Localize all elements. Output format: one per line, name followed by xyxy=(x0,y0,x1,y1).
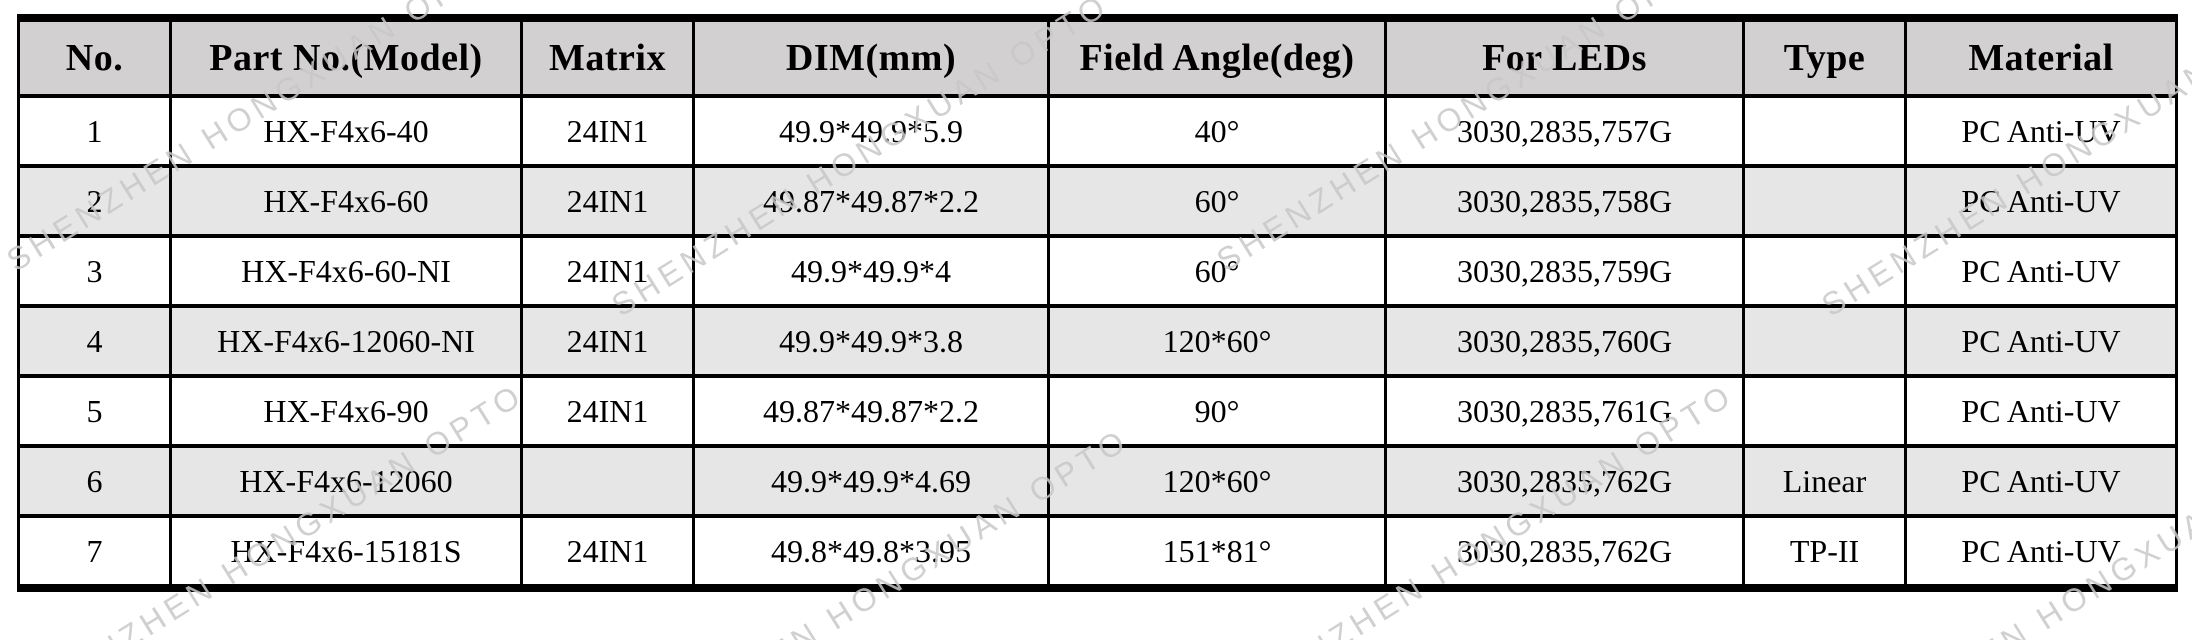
cell-field-angle: 90° xyxy=(1047,374,1387,448)
cell-for-leds: 3030,2835,757G xyxy=(1384,94,1745,168)
table-row: 1 HX-F4x6-40 24IN1 49.9*49.9*5.9 40° 303… xyxy=(17,94,2178,168)
cell-type xyxy=(1742,94,1907,168)
header-cell-part-no: Part No.(Model) xyxy=(169,16,523,98)
cell-part-no: HX-F4x6-90 xyxy=(169,374,523,448)
cell-type xyxy=(1742,164,1907,238)
cell-dim: 49.9*49.9*5.9 xyxy=(692,94,1050,168)
header-cell-field-angle: Field Angle(deg) xyxy=(1047,16,1387,98)
header-cell-no: No. xyxy=(17,16,172,98)
cell-material: PC Anti-UV xyxy=(1904,94,2178,168)
cell-no: 4 xyxy=(17,304,172,378)
cell-for-leds: 3030,2835,759G xyxy=(1384,234,1745,308)
cell-matrix: 24IN1 xyxy=(520,164,695,238)
header-cell-type: Type xyxy=(1742,16,1907,98)
table-row: 2 HX-F4x6-60 24IN1 49.87*49.87*2.2 60° 3… xyxy=(17,164,2178,238)
cell-for-leds: 3030,2835,761G xyxy=(1384,374,1745,448)
cell-no: 3 xyxy=(17,234,172,308)
table-row: 3 HX-F4x6-60-NI 24IN1 49.9*49.9*4 60° 30… xyxy=(17,234,2178,308)
cell-dim: 49.9*49.9*4.69 xyxy=(692,444,1050,518)
cell-type: Linear xyxy=(1742,444,1907,518)
cell-field-angle: 40° xyxy=(1047,94,1387,168)
cell-dim: 49.9*49.9*3.8 xyxy=(692,304,1050,378)
cell-field-angle: 60° xyxy=(1047,234,1387,308)
cell-dim: 49.9*49.9*4 xyxy=(692,234,1050,308)
cell-material: PC Anti-UV xyxy=(1904,304,2178,378)
cell-no: 2 xyxy=(17,164,172,238)
cell-part-no: HX-F4x6-12060-NI xyxy=(169,304,523,378)
cell-type: TP-II xyxy=(1742,514,1907,590)
cell-matrix: 24IN1 xyxy=(520,374,695,448)
cell-no: 1 xyxy=(17,94,172,168)
cell-material: PC Anti-UV xyxy=(1904,444,2178,518)
cell-material: PC Anti-UV xyxy=(1904,164,2178,238)
cell-matrix: 24IN1 xyxy=(520,234,695,308)
cell-field-angle: 151*81° xyxy=(1047,514,1387,590)
cell-dim: 49.87*49.87*2.2 xyxy=(692,164,1050,238)
table-row: 6 HX-F4x6-12060 49.9*49.9*4.69 120*60° 3… xyxy=(17,444,2178,518)
header-cell-material: Material xyxy=(1904,16,2178,98)
cell-part-no: HX-F4x6-40 xyxy=(169,94,523,168)
cell-material: PC Anti-UV xyxy=(1904,374,2178,448)
cell-type xyxy=(1742,234,1907,308)
table-header-row: No. Part No.(Model) Matrix DIM(mm) Field… xyxy=(17,16,2178,98)
cell-matrix: 24IN1 xyxy=(520,304,695,378)
cell-material: PC Anti-UV xyxy=(1904,234,2178,308)
table-row: 4 HX-F4x6-12060-NI 24IN1 49.9*49.9*3.8 1… xyxy=(17,304,2178,378)
cell-field-angle: 120*60° xyxy=(1047,304,1387,378)
spec-table: No. Part No.(Model) Matrix DIM(mm) Field… xyxy=(17,14,2178,592)
cell-no: 5 xyxy=(17,374,172,448)
table-row: 7 HX-F4x6-15181S 24IN1 49.8*49.8*3.95 15… xyxy=(17,514,2178,590)
table-row: 5 HX-F4x6-90 24IN1 49.87*49.87*2.2 90° 3… xyxy=(17,374,2178,448)
cell-dim: 49.87*49.87*2.2 xyxy=(692,374,1050,448)
header-cell-matrix: Matrix xyxy=(520,16,695,98)
cell-no: 7 xyxy=(17,514,172,590)
cell-for-leds: 3030,2835,762G xyxy=(1384,514,1745,590)
cell-field-angle: 120*60° xyxy=(1047,444,1387,518)
cell-dim: 49.8*49.8*3.95 xyxy=(692,514,1050,590)
cell-material: PC Anti-UV xyxy=(1904,514,2178,590)
cell-type xyxy=(1742,304,1907,378)
cell-for-leds: 3030,2835,758G xyxy=(1384,164,1745,238)
cell-field-angle: 60° xyxy=(1047,164,1387,238)
header-cell-for-leds: For LEDs xyxy=(1384,16,1745,98)
cell-for-leds: 3030,2835,760G xyxy=(1384,304,1745,378)
cell-part-no: HX-F4x6-60-NI xyxy=(169,234,523,308)
cell-part-no: HX-F4x6-12060 xyxy=(169,444,523,518)
cell-matrix: 24IN1 xyxy=(520,94,695,168)
cell-type xyxy=(1742,374,1907,448)
cell-matrix: 24IN1 xyxy=(520,514,695,590)
header-cell-dim: DIM(mm) xyxy=(692,16,1050,98)
cell-for-leds: 3030,2835,762G xyxy=(1384,444,1745,518)
cell-part-no: HX-F4x6-15181S xyxy=(169,514,523,590)
cell-no: 6 xyxy=(17,444,172,518)
cell-matrix-diagonal-slash xyxy=(520,444,695,518)
cell-part-no: HX-F4x6-60 xyxy=(169,164,523,238)
